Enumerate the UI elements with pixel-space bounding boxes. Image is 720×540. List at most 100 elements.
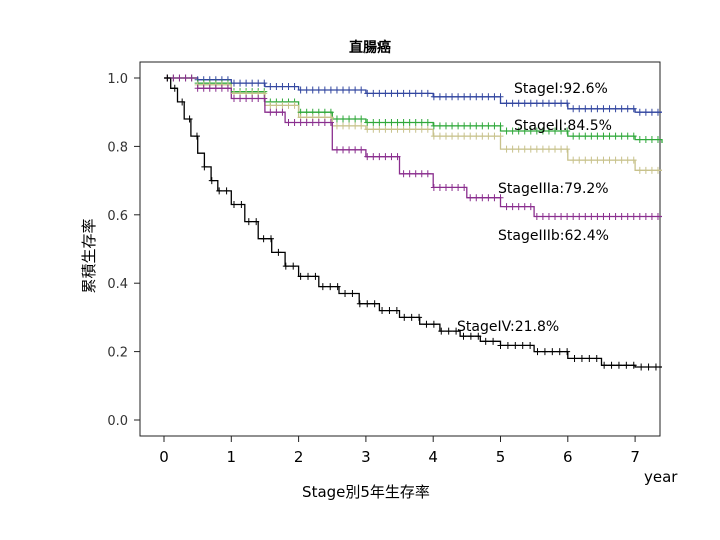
censor-mark-stagei	[400, 89, 407, 97]
censor-mark-stageiiia	[382, 125, 389, 133]
censor-mark-stageiiia	[552, 145, 559, 153]
censor-mark-stageii	[642, 136, 649, 144]
censor-mark-stageiv	[482, 337, 489, 345]
censor-mark-stagei	[285, 83, 292, 91]
censor-mark-stageiv	[512, 341, 519, 349]
censor-mark-stageii	[636, 136, 643, 144]
censor-mark-stageiiib	[182, 74, 189, 82]
censor-mark-stageii	[340, 115, 347, 123]
censor-mark-stagei	[564, 99, 571, 107]
censor-mark-stageiiia	[485, 132, 492, 140]
censor-mark-stageiiib	[376, 153, 383, 161]
censor-mark-stageiiib	[624, 213, 631, 221]
censor-mark-stageiiib	[249, 95, 256, 103]
censor-mark-stagei	[309, 86, 316, 94]
censor-mark-stagei	[370, 89, 377, 97]
x-tick-label: 4	[428, 448, 438, 466]
censor-mark-stageii	[333, 115, 340, 123]
censor-mark-stageiv	[445, 327, 452, 335]
censor-mark-stagei	[570, 105, 577, 113]
censor-mark-stageiv	[630, 361, 637, 369]
censor-mark-stageiv	[260, 235, 267, 243]
censor-mark-stageii	[552, 127, 559, 135]
censor-mark-stagei	[352, 86, 359, 94]
censor-mark-stagei	[382, 89, 389, 97]
censor-mark-stageiiia	[636, 166, 643, 174]
censor-mark-stageiiia	[479, 132, 486, 140]
censor-mark-stageii	[406, 118, 413, 126]
censor-mark-stagei	[449, 93, 456, 101]
censor-mark-stageiiib	[594, 213, 601, 221]
censor-mark-stageiv	[312, 272, 319, 280]
censor-mark-stageiiib	[303, 118, 310, 126]
censor-mark-stageiv	[571, 354, 578, 362]
censor-mark-stageiv	[408, 313, 415, 321]
censor-mark-stageiiia	[545, 145, 552, 153]
censor-mark-stagei	[364, 89, 371, 97]
censor-mark-stageiiib	[630, 213, 637, 221]
censor-mark-stageii	[352, 115, 359, 123]
censor-mark-stageiiia	[267, 101, 274, 109]
censor-mark-stageiv	[623, 361, 630, 369]
censor-mark-stageiv	[268, 235, 275, 243]
censor-mark-stageiiib	[485, 194, 492, 202]
annotation-stagei: StageI:92.6%	[514, 81, 608, 97]
censor-mark-stageiv	[578, 354, 585, 362]
censor-mark-stagei	[515, 99, 522, 107]
censor-mark-stageii	[558, 127, 565, 135]
censor-mark-stagei	[612, 105, 619, 113]
censor-mark-stageiiib	[606, 213, 613, 221]
censor-mark-stageiv	[334, 283, 341, 291]
censor-mark-stageiv	[379, 307, 386, 315]
censor-mark-stageiiib	[618, 213, 625, 221]
censor-mark-stageiiib	[449, 183, 456, 191]
censor-mark-stageiiib	[340, 146, 347, 154]
censor-mark-stageiiia	[273, 101, 280, 109]
censor-mark-stageiiib	[552, 213, 559, 221]
censor-mark-stageiiib	[230, 95, 237, 103]
censor-mark-stageiiib	[261, 95, 268, 103]
censor-mark-stageii	[497, 122, 504, 130]
censor-mark-stagei	[291, 83, 298, 91]
censor-mark-stagei	[648, 108, 655, 116]
censor-mark-stageiv	[593, 354, 600, 362]
censor-mark-stageiiia	[630, 156, 637, 164]
x-tick-label: 2	[294, 448, 304, 466]
censor-mark-stagei	[424, 89, 431, 97]
censor-mark-stageiiib	[206, 84, 213, 92]
censor-mark-stageiiib	[503, 203, 510, 211]
censor-mark-stageiv	[490, 337, 497, 345]
censor-mark-stageiiib	[509, 203, 516, 211]
censor-mark-stageiv	[601, 361, 608, 369]
censor-mark-stageiiia	[648, 166, 655, 174]
censor-mark-stageii	[491, 122, 498, 130]
censor-mark-stageiv	[164, 74, 171, 82]
censor-mark-stageiiib	[224, 84, 231, 92]
censor-mark-stagei	[412, 89, 419, 97]
censor-mark-stageiiib	[200, 84, 207, 92]
censor-mark-stageiiia	[388, 125, 395, 133]
censor-mark-stageiv	[608, 361, 615, 369]
censor-mark-stageiv	[356, 300, 363, 308]
censor-mark-stageiv	[645, 363, 652, 371]
censor-mark-stagei	[430, 93, 437, 101]
censor-mark-stagei	[279, 83, 286, 91]
censor-mark-stageiiia	[467, 132, 474, 140]
censor-mark-stageiv	[615, 361, 622, 369]
censor-mark-stagei	[321, 86, 328, 94]
censor-mark-stageiiib	[237, 95, 244, 103]
censor-mark-stageiv	[564, 348, 571, 356]
censor-mark-stageiiib	[612, 213, 619, 221]
censor-mark-stageiiib	[600, 213, 607, 221]
censor-mark-stageiiia	[527, 145, 534, 153]
censor-mark-stageiv	[201, 163, 208, 171]
censor-mark-stagei	[539, 99, 546, 107]
censor-mark-stageiiia	[606, 156, 613, 164]
censor-mark-stagei	[588, 105, 595, 113]
x-tick-label: 3	[361, 448, 371, 466]
censor-mark-stageiiib	[388, 153, 395, 161]
censor-mark-stageiiib	[327, 118, 334, 126]
censor-mark-stageiiia	[376, 125, 383, 133]
censor-mark-stageiiib	[461, 183, 468, 191]
censor-mark-stageiiia	[364, 125, 371, 133]
